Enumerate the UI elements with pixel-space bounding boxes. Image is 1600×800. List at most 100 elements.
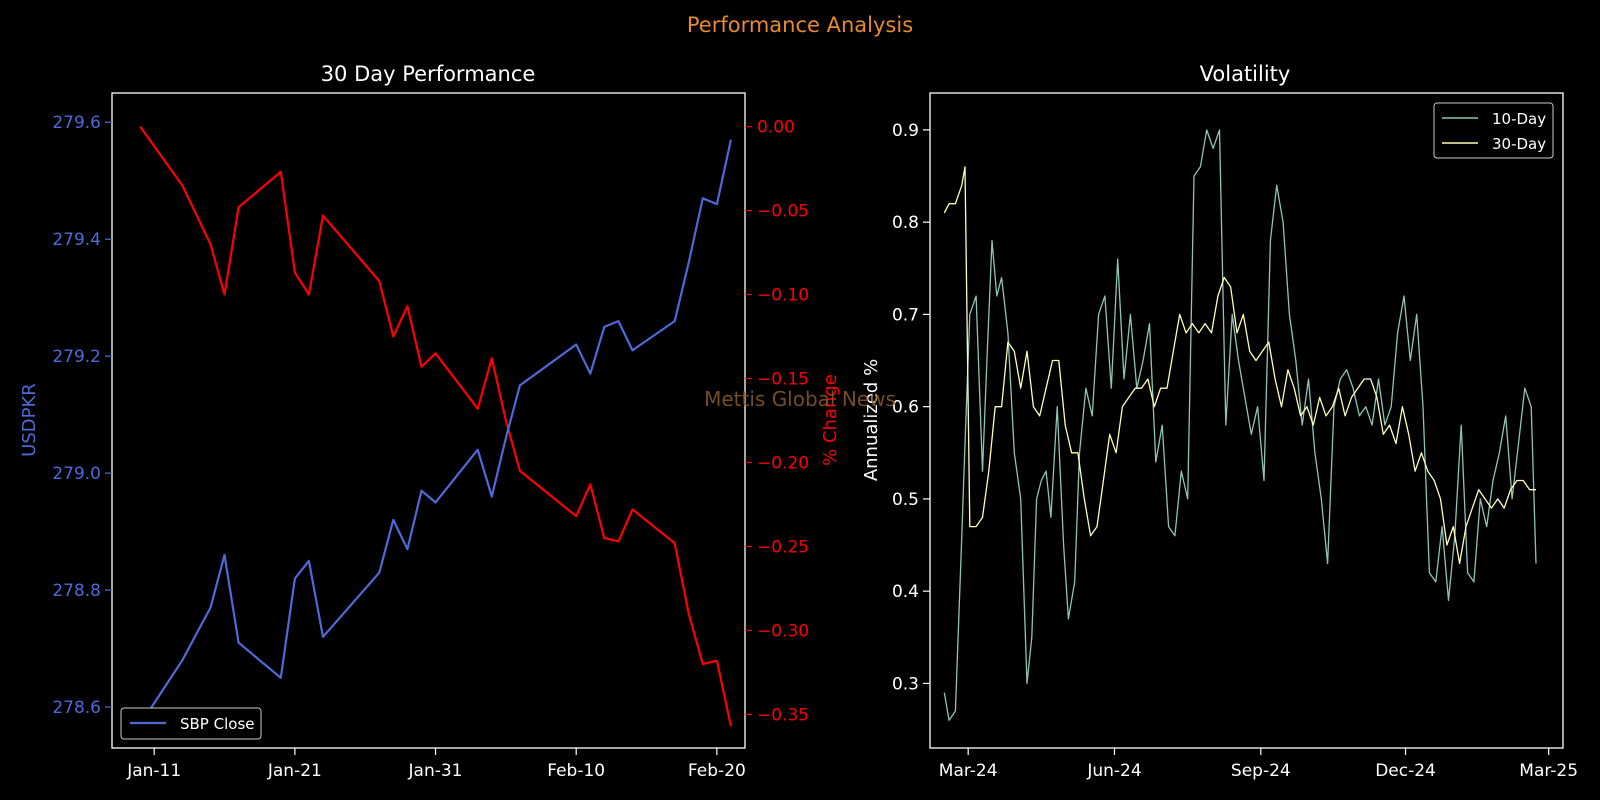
vol-10-day-point: [1365, 406, 1366, 407]
vol-10-day-point: [1378, 378, 1379, 379]
left-x-tick-feb-10: Feb-10: [547, 748, 605, 781]
right-y-tick-label: 0.5: [892, 490, 919, 510]
left-x-tick-label: Jan-21: [267, 761, 322, 781]
vol-30-day-point: [1205, 323, 1206, 324]
left-x-tick-label: Feb-10: [547, 761, 605, 781]
vol-10-day-line: [943, 129, 1537, 721]
sbp-close-point: [238, 642, 239, 643]
right-y-tick-label: 0.6: [892, 398, 919, 418]
vol-10-day-point: [1391, 406, 1392, 407]
pct-change-point: [576, 516, 577, 517]
vol-10-day-point: [1225, 425, 1226, 426]
left-y2-tick-0-20: −0.20: [745, 453, 809, 473]
vol-10-day-point: [1295, 360, 1296, 361]
vol-30-day-point: [1402, 406, 1403, 407]
vol-10-day-point: [1050, 517, 1051, 518]
vol-30-day-point: [1351, 397, 1352, 398]
left-x-tick-jan-21: Jan-21: [267, 748, 322, 781]
pct-change-point: [519, 470, 520, 471]
vol-10-day-point: [1531, 406, 1532, 407]
vol-30-day-point: [1071, 452, 1072, 453]
vol-30-day-point: [1338, 388, 1339, 389]
vol-10-day-point: [1074, 581, 1075, 582]
pct-change-point: [294, 272, 295, 273]
vol-30-day-point: [1122, 406, 1123, 407]
vol-10-day-point: [1403, 295, 1404, 296]
vol-30-day-point: [1313, 425, 1314, 426]
vol-30-day-point: [1465, 526, 1466, 527]
sbp-close-point: [421, 490, 422, 491]
right-x-tick-label: Jun-24: [1086, 761, 1141, 781]
vol-10-day-point: [1372, 425, 1373, 426]
vol-10-day-point: [1063, 544, 1064, 545]
vol-10-day-point: [1193, 175, 1194, 176]
right-x-tick-mar-24: Mar-24: [939, 748, 998, 781]
vol-10-day-point: [1535, 563, 1536, 564]
vol-10-day-point: [1397, 332, 1398, 333]
vol-10-day-point: [964, 443, 965, 444]
sbp-close-point: [576, 344, 577, 345]
sbp-close-point: [604, 326, 605, 327]
left-y2-tick-0-00: 0.00: [745, 118, 795, 138]
vol-10-day-point: [1057, 406, 1058, 407]
vol-30-day-point: [1535, 489, 1536, 490]
vol-10-day-point: [1289, 314, 1290, 315]
vol-30-day-point: [995, 406, 996, 407]
right-x-tick-label: Sep-24: [1231, 761, 1291, 781]
right-y-tick-label: 0.9: [892, 121, 919, 141]
pct-change-point: [238, 207, 239, 208]
right-x-tick-mar-25: Mar-25: [1519, 748, 1578, 781]
vol-30-day-point: [955, 203, 956, 204]
vol-10-day-point: [1162, 425, 1163, 426]
vol-30-day-point: [1224, 277, 1225, 278]
right-plot-frame: [929, 92, 1564, 749]
left-y-tick-279-2: 279.2: [52, 347, 112, 367]
vol-30-day-point: [1504, 508, 1505, 509]
vol-30-day-point: [1033, 406, 1034, 407]
vol-10-day-point: [1031, 637, 1032, 638]
vol-10-day-point: [1505, 415, 1506, 416]
sbp-close-point: [210, 607, 211, 608]
vol-10-day-point: [1036, 498, 1037, 499]
vol-10-day-point: [969, 314, 970, 315]
vol-30-day-point: [1516, 480, 1517, 481]
vol-10-day-point: [1001, 277, 1002, 278]
vol-10-day-point: [1020, 498, 1021, 499]
sbp-close-point: [674, 321, 675, 322]
vol-10-day-point: [1321, 498, 1322, 499]
right-legend: 10-Day 30-Day: [1433, 102, 1554, 159]
vol-30-day-point: [1217, 295, 1218, 296]
vol-30-day-point: [1434, 480, 1435, 481]
legend-entry-30-day: 30-Day: [1492, 135, 1546, 153]
vol-30-day-point: [1192, 323, 1193, 324]
left-x-tick-jan-31: Jan-31: [408, 748, 463, 781]
vol-30-day-point: [1262, 351, 1263, 352]
sbp-close-point: [716, 204, 717, 205]
right-y-tick-0-5: 0.5: [892, 490, 930, 510]
vol-30-day-point: [1147, 378, 1148, 379]
left-x-tick-jan-11: Jan-11: [126, 748, 181, 781]
sbp-close-point: [322, 636, 323, 637]
vol-30-day-point: [1179, 314, 1180, 315]
vol-10-day-point: [1429, 572, 1430, 573]
vol-10-day-point: [1014, 452, 1015, 453]
vol-30-day-point: [976, 526, 977, 527]
vol-10-day-point: [1524, 388, 1525, 389]
right-y-tick-0-4: 0.4: [892, 582, 930, 602]
vol-10-day-point: [1384, 425, 1385, 426]
vol-30-day-point: [1103, 480, 1104, 481]
vol-30-day-point: [1472, 508, 1473, 509]
right-x-tick-dec-24: Dec-24: [1375, 748, 1436, 781]
vol-10-day-point: [1359, 415, 1360, 416]
vol-30-day-point: [1058, 360, 1059, 361]
left-y-tick-279-0: 279.0: [52, 464, 112, 484]
vol-10-day-point: [1174, 535, 1175, 536]
vol-30-day-point: [1395, 443, 1396, 444]
vol-10-day-point: [1085, 388, 1086, 389]
vol-30-day-point: [1052, 360, 1053, 361]
sbp-close-point: [618, 321, 619, 322]
vol-10-day-point: [1168, 526, 1169, 527]
sbp-close-point: [308, 560, 309, 561]
sbp-close-point: [182, 660, 183, 661]
left-y-tick-279-6: 279.6: [52, 113, 112, 133]
